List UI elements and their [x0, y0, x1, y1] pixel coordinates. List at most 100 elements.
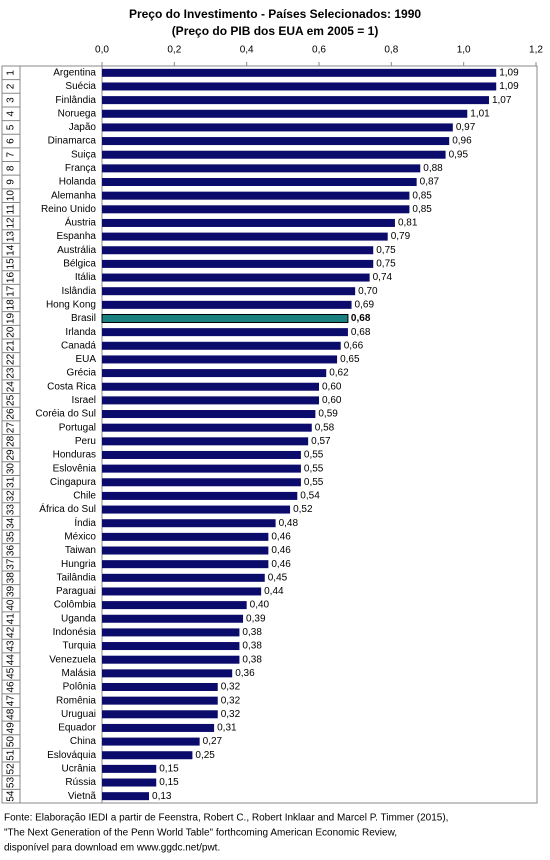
value-label: 0,46 — [271, 532, 291, 543]
rank-label: 2 — [6, 83, 17, 89]
category-label: Argentina — [53, 67, 96, 78]
bar — [102, 491, 298, 500]
value-label: 0,60 — [322, 381, 342, 392]
category-label: Eslovênia — [53, 463, 97, 474]
bar — [102, 410, 316, 419]
rank-label: 27 — [6, 422, 17, 434]
x-tick-label: 1,0 — [457, 45, 471, 56]
bar — [102, 150, 446, 159]
rank-label: 23 — [6, 367, 17, 379]
category-label: Ucrânia — [62, 764, 97, 775]
value-label: 0,79 — [391, 231, 411, 242]
rank-label: 41 — [6, 613, 17, 625]
category-label: Índia — [74, 516, 96, 529]
x-tick-label: 0,2 — [167, 45, 181, 56]
value-label: 0,38 — [242, 641, 262, 652]
category-label: Honduras — [53, 450, 96, 461]
category-label: Paraguai — [56, 586, 96, 597]
rank-label: 5 — [6, 124, 17, 130]
bar — [102, 642, 240, 651]
category-label: Itália — [75, 272, 97, 283]
value-label: 0,32 — [221, 709, 241, 720]
category-label: EUA — [75, 354, 96, 365]
category-label: Malásia — [62, 668, 97, 679]
value-label: 0,75 — [376, 259, 396, 270]
bar — [102, 273, 370, 282]
category-label: Japão — [69, 122, 97, 133]
value-label: 0,58 — [315, 422, 335, 433]
bar — [102, 68, 497, 77]
category-label: Holanda — [59, 177, 97, 188]
bar — [102, 164, 421, 173]
bar — [102, 123, 453, 132]
bar — [102, 710, 218, 719]
category-label: México — [64, 532, 96, 543]
value-label: 0,65 — [340, 354, 360, 365]
category-label: Uganda — [61, 613, 96, 624]
value-label: 0,87 — [420, 177, 440, 188]
value-label: 0,57 — [311, 436, 331, 447]
chart-title: Preço do Investimento - Países Seleciona… — [129, 7, 421, 21]
value-label: 0,88 — [423, 163, 443, 174]
category-label: Suécia — [65, 81, 96, 92]
category-label: Colômbia — [54, 600, 97, 611]
rank-label: 26 — [6, 408, 17, 420]
category-label: Coréia do Sul — [35, 409, 96, 420]
rank-label: 6 — [6, 138, 17, 144]
rank-label: 50 — [6, 736, 17, 748]
rank-label: 47 — [6, 695, 17, 707]
rank-label: 20 — [6, 326, 17, 338]
category-label: Reino Unido — [41, 204, 96, 215]
rank-label: 33 — [6, 504, 17, 516]
value-label: 0,55 — [304, 463, 324, 474]
category-label: Polônia — [63, 682, 97, 693]
rank-label: 38 — [6, 572, 17, 584]
rank-label: 39 — [6, 585, 17, 597]
rank-label: 24 — [6, 381, 17, 393]
category-label: Indonésia — [53, 627, 97, 638]
value-label: 0,66 — [344, 340, 364, 351]
rank-label: 21 — [6, 340, 17, 352]
rank-label: 8 — [6, 165, 17, 171]
value-label: 0,46 — [271, 545, 291, 556]
value-label: 0,55 — [304, 450, 324, 461]
rank-label: 49 — [6, 722, 17, 734]
rank-label: 14 — [6, 244, 17, 256]
value-label: 0,69 — [355, 299, 375, 310]
rank-label: 18 — [6, 299, 17, 311]
rank-label: 35 — [6, 531, 17, 543]
category-label: Uruguai — [61, 709, 96, 720]
rank-label: 16 — [6, 272, 17, 284]
bar — [102, 109, 468, 118]
bar — [102, 505, 291, 514]
bar — [102, 614, 244, 623]
footer-line: Fonte: Elaboração IEDI a partir de Feens… — [4, 813, 448, 824]
value-label: 0,25 — [195, 750, 215, 761]
bar — [102, 341, 341, 350]
bar — [102, 328, 348, 337]
bar — [102, 696, 218, 705]
rank-label: 45 — [6, 667, 17, 679]
value-label: 1,07 — [492, 95, 512, 106]
chart-subtitle: (Preço do PIB dos EUA em 2005 = 1) — [172, 24, 379, 38]
value-label: 1,01 — [470, 108, 490, 119]
rank-label: 4 — [6, 111, 17, 117]
category-label: Hong Kong — [46, 299, 96, 310]
bar — [102, 778, 157, 787]
value-label: 0,75 — [376, 245, 396, 256]
value-label: 0,55 — [304, 477, 324, 488]
bar — [102, 137, 450, 146]
category-label: Taiwan — [65, 545, 96, 556]
category-label: Finlândia — [55, 95, 96, 106]
category-label: Romênia — [56, 695, 96, 706]
value-label: 0,46 — [271, 559, 291, 570]
category-label: Costa Rica — [47, 381, 96, 392]
bar — [102, 191, 410, 200]
bar — [102, 546, 269, 555]
bar — [102, 478, 301, 487]
rank-label: 40 — [6, 599, 17, 611]
rank-label: 28 — [6, 435, 17, 447]
rank-label: 30 — [6, 463, 17, 475]
